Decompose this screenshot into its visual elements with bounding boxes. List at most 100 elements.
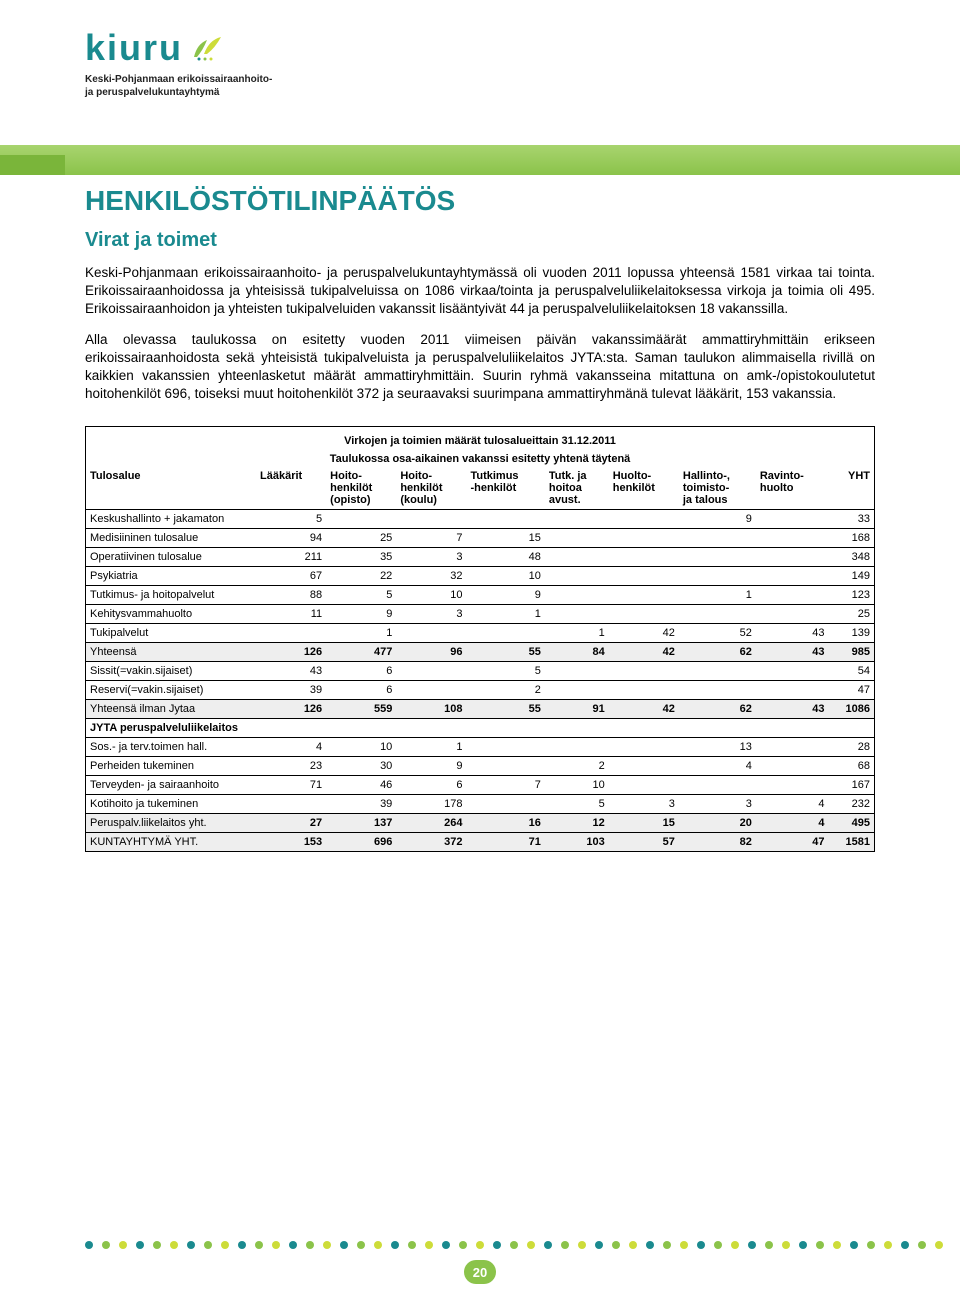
cell: 39: [256, 680, 326, 699]
row-label: Kotihoito ja tukeminen: [86, 794, 256, 813]
cell: 27: [256, 813, 326, 832]
dot-icon: [374, 1241, 382, 1249]
cell: [756, 547, 829, 566]
table-row: Yhteensä126477965584426243985: [86, 642, 874, 661]
cell: 10: [396, 585, 466, 604]
dot-icon: [102, 1241, 110, 1249]
cell: 4: [756, 813, 829, 832]
row-label: Sos.- ja terv.toimen hall.: [86, 737, 256, 756]
leaf-icon: [189, 32, 229, 67]
table-row: Terveyden- ja sairaanhoito71466710167: [86, 775, 874, 794]
dot-icon: [340, 1241, 348, 1249]
cell: [679, 604, 756, 623]
cell: [609, 528, 679, 547]
dot-icon: [153, 1241, 161, 1249]
cell: 5: [466, 661, 544, 680]
cell: [609, 718, 679, 737]
header: kiuru Keski-Pohjanmaan erikoissairaanhoi…: [0, 0, 960, 145]
cell: 6: [396, 775, 466, 794]
cell: 1086: [829, 699, 874, 718]
cell: 167: [829, 775, 874, 794]
dot-icon: [884, 1241, 892, 1249]
dot-icon: [527, 1241, 535, 1249]
col-header: Tulosalue: [86, 467, 256, 510]
cell: [466, 623, 544, 642]
cell: 82: [679, 832, 756, 851]
col-header: Hoito-henkilöt(opisto): [326, 467, 396, 510]
cell: 211: [256, 547, 326, 566]
dot-icon: [544, 1241, 552, 1249]
row-label: Kehitysvammahuolto: [86, 604, 256, 623]
cell: 46: [326, 775, 396, 794]
row-label: Reservi(=vakin.sijaiset): [86, 680, 256, 699]
cell: 178: [396, 794, 466, 813]
cell: [609, 547, 679, 566]
dot-icon: [255, 1241, 263, 1249]
cell: [326, 509, 396, 528]
cell: 5: [326, 585, 396, 604]
dot-icon: [646, 1241, 654, 1249]
cell: 1: [466, 604, 544, 623]
cell: [545, 509, 609, 528]
dot-strip: [0, 1238, 960, 1252]
table-row: Sissit(=vakin.sijaiset)436554: [86, 661, 874, 680]
cell: [756, 509, 829, 528]
dot-icon: [459, 1241, 467, 1249]
cell: 149: [829, 566, 874, 585]
cell: [756, 718, 829, 737]
page-number: 20: [464, 1260, 496, 1284]
heading-2: Virat ja toimet: [85, 229, 875, 252]
cell: [609, 604, 679, 623]
dot-icon: [272, 1241, 280, 1249]
col-header: Ravinto-huolto: [756, 467, 829, 510]
dot-icon: [816, 1241, 824, 1249]
dot-icon: [391, 1241, 399, 1249]
col-header: Lääkärit: [256, 467, 326, 510]
cell: [256, 718, 326, 737]
cell: 3: [396, 547, 466, 566]
cell: 7: [396, 528, 466, 547]
cell: 39: [326, 794, 396, 813]
dot-icon: [306, 1241, 314, 1249]
row-label: Terveyden- ja sairaanhoito: [86, 775, 256, 794]
cell: 1: [396, 737, 466, 756]
table-row: Kotihoito ja tukeminen391785334232: [86, 794, 874, 813]
cell: 71: [466, 832, 544, 851]
cell: 559: [326, 699, 396, 718]
cell: 23: [256, 756, 326, 775]
cell: 43: [256, 661, 326, 680]
dot-icon: [204, 1241, 212, 1249]
cell: [545, 718, 609, 737]
dot-icon: [323, 1241, 331, 1249]
cell: 28: [829, 737, 874, 756]
dot-icon: [578, 1241, 586, 1249]
row-label: Sissit(=vakin.sijaiset): [86, 661, 256, 680]
cell: 168: [829, 528, 874, 547]
cell: [396, 718, 466, 737]
dot-icon: [289, 1241, 297, 1249]
cell: [679, 566, 756, 585]
cell: [545, 604, 609, 623]
dot-icon: [901, 1241, 909, 1249]
cell: 32: [396, 566, 466, 585]
dot-icon: [935, 1241, 943, 1249]
cell: 52: [679, 623, 756, 642]
dot-icon: [476, 1241, 484, 1249]
cell: 1: [545, 623, 609, 642]
cell: 15: [609, 813, 679, 832]
cell: 10: [466, 566, 544, 585]
cell: [466, 509, 544, 528]
dot-icon: [867, 1241, 875, 1249]
cell: [609, 680, 679, 699]
cell: 20: [679, 813, 756, 832]
cell: 103: [545, 832, 609, 851]
side-tab: [0, 155, 65, 175]
cell: 6: [326, 680, 396, 699]
cell: 126: [256, 699, 326, 718]
cell: [756, 566, 829, 585]
cell: 48: [466, 547, 544, 566]
cell: 71: [256, 775, 326, 794]
cell: 25: [326, 528, 396, 547]
cell: [679, 775, 756, 794]
table-caption: Virkojen ja toimien määrät tulosalueitta…: [86, 427, 874, 450]
